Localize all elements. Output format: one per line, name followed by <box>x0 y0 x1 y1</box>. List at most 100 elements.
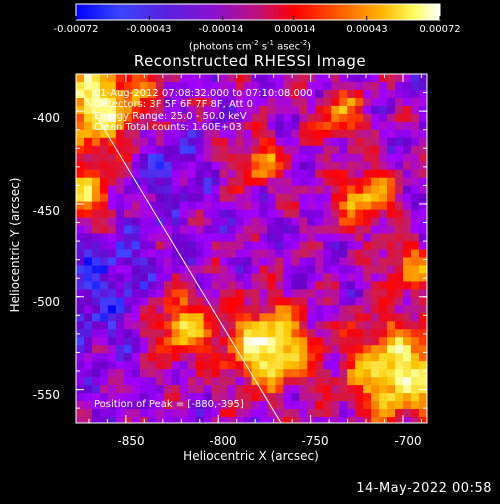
heatmap-cell <box>123 305 133 314</box>
heatmap-cell <box>227 233 236 242</box>
heatmap-cell <box>171 209 181 218</box>
x-axis-label: Heliocentric X (arcsec) <box>183 449 319 463</box>
heatmap-cell <box>91 377 101 386</box>
heatmap-cell <box>203 74 213 83</box>
heatmap-cell <box>147 273 157 282</box>
heatmap-cell <box>171 401 181 410</box>
heatmap-cell <box>387 297 396 306</box>
heatmap-cell <box>259 273 268 282</box>
heatmap-cell <box>139 289 149 298</box>
heatmap-cell <box>99 161 109 171</box>
heatmap-cell <box>315 209 324 218</box>
heatmap-cell <box>275 105 284 115</box>
heatmap-cell <box>99 74 109 83</box>
heatmap-cell <box>171 81 181 91</box>
heatmap-cell <box>323 113 332 123</box>
heatmap-cell <box>251 161 260 171</box>
heatmap-cell <box>76 105 85 115</box>
heatmap-cell <box>243 257 252 266</box>
heatmap-cell <box>395 121 404 131</box>
heatmap-cell <box>251 129 260 139</box>
heatmap-cell <box>91 129 101 139</box>
heatmap-cell <box>371 249 380 258</box>
heatmap-cell <box>379 257 388 266</box>
heatmap-cell <box>299 313 308 322</box>
heatmap-cell <box>211 145 220 155</box>
heatmap-cell <box>179 353 189 362</box>
heatmap-cell <box>76 329 85 338</box>
heatmap-cell <box>403 169 412 179</box>
heatmap-cell <box>331 329 340 338</box>
heatmap-cell <box>275 273 284 282</box>
heatmap-cell <box>395 81 404 91</box>
heatmap-cell <box>395 201 404 211</box>
heatmap-cell <box>363 353 372 362</box>
heatmap-cell <box>307 201 316 211</box>
heatmap-cell <box>155 241 165 250</box>
heatmap-cell <box>387 353 396 362</box>
heatmap-cell <box>371 153 380 163</box>
heatmap-cell <box>139 385 149 394</box>
heatmap-cell <box>267 265 276 274</box>
heatmap-cell <box>315 249 324 258</box>
heatmap-cell <box>203 393 213 402</box>
heatmap-cell <box>291 369 300 378</box>
heatmap-cell <box>251 225 260 234</box>
heatmap-cell <box>187 257 197 266</box>
heatmap-cell <box>91 177 101 187</box>
heatmap-cell <box>147 153 157 163</box>
heatmap-cell <box>363 201 372 211</box>
heatmap-cell <box>363 249 372 258</box>
heatmap-cell <box>363 145 372 155</box>
heatmap-cell <box>195 137 205 147</box>
heatmap-cell <box>403 89 412 99</box>
heatmap-cell <box>171 393 181 402</box>
colorbar-tick-label: -0.00043 <box>126 24 172 35</box>
heatmap-cell <box>203 201 213 211</box>
heatmap-cell <box>419 257 427 266</box>
heatmap-cell <box>115 129 125 139</box>
heatmap-cell <box>211 193 220 203</box>
heatmap-cell <box>275 145 284 155</box>
heatmap-cell <box>131 297 141 306</box>
heatmap-cell <box>259 74 268 83</box>
heatmap-cell <box>203 169 213 179</box>
heatmap-cell <box>195 409 205 418</box>
heatmap-cell <box>403 74 412 83</box>
heatmap-cell <box>219 297 228 306</box>
heatmap-cell <box>251 369 260 378</box>
heatmap-cell <box>339 81 348 91</box>
heatmap-cell <box>347 257 356 266</box>
heatmap-cell <box>339 113 348 123</box>
heatmap-cell <box>251 289 260 298</box>
heatmap-cell <box>76 289 85 298</box>
heatmap-cell <box>403 321 412 330</box>
heatmap-cell <box>91 161 101 171</box>
heatmap-cell <box>211 153 220 163</box>
heatmap-cell <box>371 329 380 338</box>
heatmap-cell <box>307 193 316 203</box>
heatmap-cell <box>99 129 109 139</box>
heatmap-cell <box>139 265 149 274</box>
heatmap-cell <box>363 121 372 131</box>
heatmap-cell <box>243 305 252 314</box>
heatmap-cell <box>355 369 364 378</box>
heatmap-cell <box>323 265 332 274</box>
heatmap-cell <box>339 305 348 314</box>
heatmap-cell <box>275 321 284 330</box>
heatmap-cell <box>163 281 173 290</box>
heatmap-cell <box>419 305 427 314</box>
heatmap-cell <box>219 265 228 274</box>
heatmap-cell <box>419 201 427 211</box>
heatmap-cell <box>115 385 125 394</box>
heatmap-cell <box>187 89 197 99</box>
heatmap-cell <box>331 265 340 274</box>
heatmap-cell <box>195 385 205 394</box>
heatmap-cell <box>403 329 412 338</box>
heatmap-cell <box>219 289 228 298</box>
heatmap-cell <box>76 209 85 218</box>
heatmap-cell <box>339 105 348 115</box>
heatmap-cell <box>371 369 380 378</box>
heatmap-cell <box>355 345 364 354</box>
